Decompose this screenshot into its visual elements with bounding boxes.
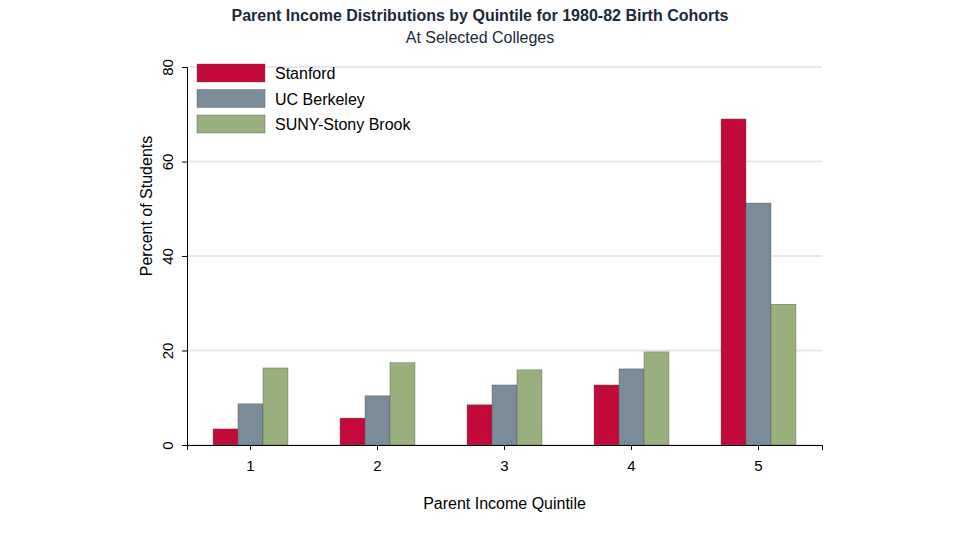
y-tick: 40 — [159, 248, 187, 265]
x-tick-label: 4 — [627, 457, 635, 474]
y-tick-mark — [182, 445, 187, 446]
x-tick-label: 3 — [500, 457, 508, 474]
legend-label: SUNY-Stony Brook — [275, 116, 411, 133]
x-tick: 3 — [500, 445, 508, 474]
bar — [644, 352, 669, 445]
x-tick-mark — [631, 445, 632, 450]
x-tick-label: 2 — [373, 457, 381, 474]
x-tick: 1 — [246, 445, 254, 474]
bars — [213, 119, 796, 445]
bar — [467, 405, 492, 445]
x-tick-label: 1 — [246, 457, 254, 474]
y-tick-label: 0 — [159, 441, 176, 449]
bar — [492, 385, 517, 445]
y-axis: 0 20 40 60 80 — [159, 59, 188, 450]
bar — [594, 385, 619, 445]
y-tick-label: 20 — [159, 343, 176, 360]
y-tick: 0 — [159, 441, 187, 449]
legend-swatch — [197, 90, 265, 108]
x-tick: 2 — [373, 445, 381, 474]
bar — [263, 368, 288, 445]
y-axis-line — [182, 68, 188, 446]
y-tick-mark — [182, 162, 187, 163]
y-tick: 60 — [159, 154, 187, 171]
y-tick-mark — [182, 67, 187, 68]
legend-item: SUNY-Stony Brook — [197, 115, 411, 133]
x-tick-mark — [504, 445, 505, 450]
bar — [721, 119, 746, 445]
y-tick-label: 60 — [159, 154, 176, 171]
y-tick-label: 80 — [159, 59, 176, 76]
x-tick-mark — [758, 445, 759, 450]
plot: 0 20 40 60 80 1 2 3 4 5 Stanford UC Berkeley SUNY-St… — [159, 59, 823, 473]
x-tick: 5 — [754, 445, 762, 474]
y-tick-mark — [182, 351, 187, 352]
subtitle: At Selected Colleges — [406, 29, 555, 46]
y-tick: 20 — [159, 343, 187, 360]
series — [263, 304, 796, 445]
legend-swatch — [197, 115, 265, 133]
legend-swatch — [197, 64, 265, 82]
bar — [340, 418, 365, 445]
grid — [187, 67, 822, 445]
bar — [517, 370, 542, 445]
series — [238, 203, 771, 445]
legend-label: UC Berkeley — [275, 91, 365, 108]
x-tick-label: 5 — [754, 457, 762, 474]
chart: Parent Income Distributions by Quintile … — [0, 0, 960, 540]
title: Parent Income Distributions by Quintile … — [232, 7, 729, 24]
bar — [771, 304, 796, 445]
y-axis-title: Percent of Students — [138, 136, 155, 277]
bar — [746, 203, 771, 445]
x-axis-title: Parent Income Quintile — [423, 495, 586, 512]
y-tick-label: 40 — [159, 248, 176, 265]
bar — [390, 363, 415, 445]
bar — [619, 369, 644, 445]
bar — [238, 404, 263, 445]
bar — [213, 429, 238, 445]
legend-label: Stanford — [275, 65, 335, 82]
bar — [365, 396, 390, 445]
legend-item: UC Berkeley — [197, 90, 365, 108]
y-tick-mark — [182, 256, 187, 257]
y-tick: 80 — [159, 59, 187, 76]
x-axis: 1 2 3 4 5 — [188, 445, 823, 474]
series — [213, 119, 746, 445]
x-tick-mark — [250, 445, 251, 450]
x-tick-mark — [377, 445, 378, 450]
legend: Stanford UC Berkeley SUNY-Stony Brook — [197, 64, 411, 133]
legend-item: Stanford — [197, 64, 335, 82]
x-axis-line — [188, 446, 823, 451]
x-tick: 4 — [627, 445, 635, 474]
